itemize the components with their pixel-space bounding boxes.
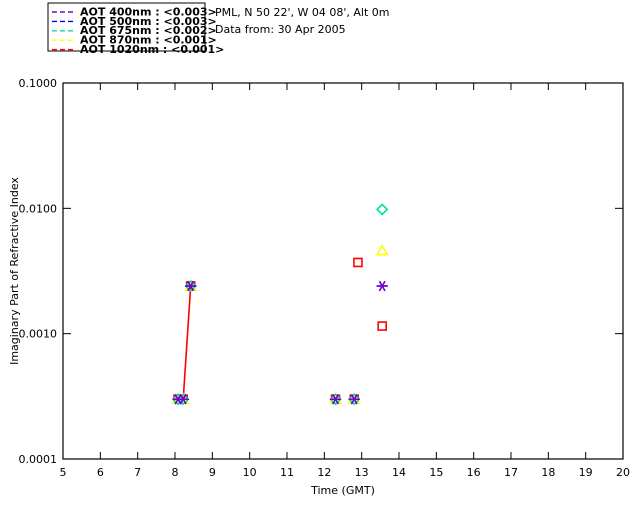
x-tick-label: 6	[97, 466, 104, 479]
data-point	[179, 394, 187, 405]
y-tick-label: 0.1000	[19, 77, 58, 90]
x-axis-title: Time (GMT)	[310, 484, 375, 497]
series-aot-1020nm	[173, 257, 388, 405]
series-aot-400nm	[172, 280, 388, 405]
x-tick-label: 5	[60, 466, 67, 479]
series-aot-675nm	[171, 203, 389, 406]
x-tick-label: 14	[392, 466, 406, 479]
legend-label-aot-870: AOT 870nm : <0.001>	[80, 34, 217, 47]
x-tick-label: 17	[504, 466, 518, 479]
x-tick-label: 13	[355, 466, 369, 479]
series-aot-870nm	[171, 243, 389, 405]
chart-title-block: PML, N 50 22', W 04 08', Alt 0m Data from…	[215, 6, 389, 36]
x-tick-label: 18	[541, 466, 555, 479]
plot-frame	[62, 82, 624, 460]
data-point	[187, 280, 194, 292]
data-point	[377, 321, 388, 331]
x-tick-label: 7	[134, 466, 141, 479]
x-tick-label: 20	[616, 466, 630, 479]
x-tick-label: 10	[243, 466, 257, 479]
series-line	[177, 285, 192, 401]
x-tick-label: 15	[429, 466, 443, 479]
data-point	[171, 393, 185, 406]
x-tick-label: 19	[579, 466, 593, 479]
y-tick-label: 0.0001	[19, 453, 58, 466]
x-tick-label: 12	[317, 466, 331, 479]
data-point	[332, 394, 339, 405]
legend-label-aot-1020: AOT 1020nm : <0.001>	[80, 43, 224, 56]
y-tick-label: 0.0100	[19, 202, 58, 215]
legend-label-aot-500: AOT 500nm : <0.003>	[80, 15, 217, 28]
data-point	[378, 280, 386, 292]
title-date: Data from: 30 Apr 2005	[215, 23, 346, 36]
data-point	[177, 393, 190, 406]
data-point	[348, 393, 361, 406]
axes-frame	[62, 82, 624, 460]
y-axis-title: Imaginary Part of Refractive Index	[8, 177, 21, 365]
x-axis: 5 6 7 8 9 10 11 12 13 14 15 16 17 18 19 20 Time (GMT)	[60, 83, 630, 497]
legend: AOT 400nm : <0.003>AOT 500nm : <0.003>AO…	[47, 2, 224, 56]
x-tick-label: 8	[172, 466, 179, 479]
x-tick-label: 9	[209, 466, 216, 479]
legend-label-aot-400: AOT 400nm : <0.003>	[80, 5, 217, 18]
data-point	[350, 394, 358, 405]
data-point	[353, 257, 363, 268]
data-point	[184, 279, 197, 293]
legend-box	[47, 2, 206, 52]
data-point	[329, 393, 342, 406]
data-point	[375, 243, 389, 256]
legend-label-aot-675: AOT 675nm : <0.002>	[80, 24, 217, 37]
y-tick-label: 0.0010	[19, 328, 58, 341]
series-aot-500nm	[172, 280, 388, 405]
data-point	[376, 203, 389, 216]
x-tick-label: 11	[280, 466, 294, 479]
x-tick-label: 16	[467, 466, 481, 479]
title-location: PML, N 50 22', W 04 08', Alt 0m	[215, 6, 389, 19]
y-axis: 0.0001 0.0010 0.0100 0.1000 Imaginary Part o…	[8, 77, 623, 466]
